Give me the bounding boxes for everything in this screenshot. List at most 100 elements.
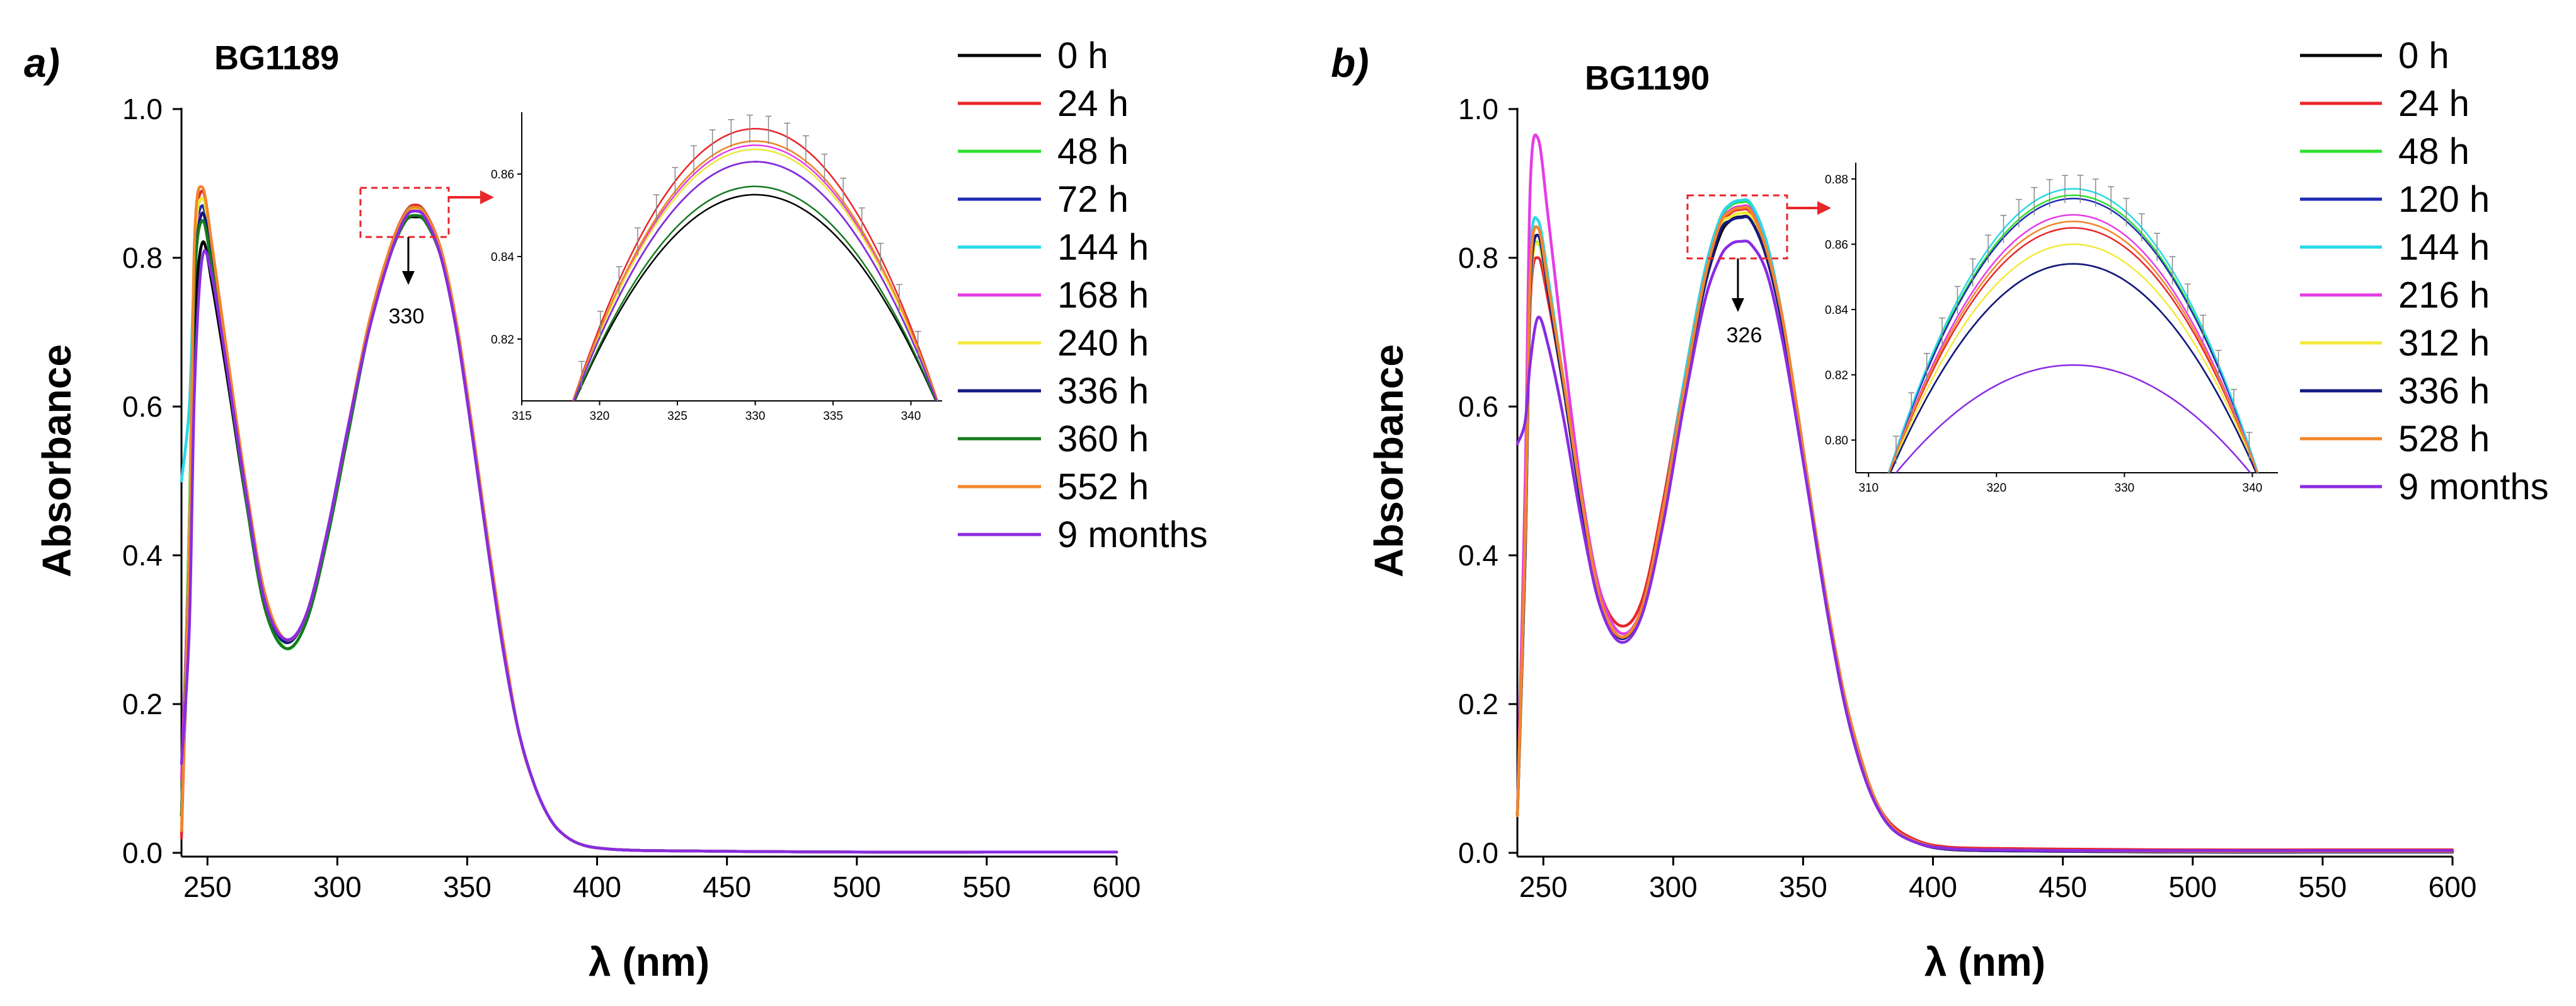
panel-label-a: a) [24,40,60,86]
zoom-arrow-head [480,190,494,204]
x-tick-label: 400 [573,870,621,903]
legend-label: 312 h [2398,323,2490,364]
legend-label: 48 h [1057,131,1129,172]
x-tick-label: 450 [703,870,751,903]
x-tick-label: 450 [2038,870,2087,903]
panel-a: a) BG1189 λ (nm) Absorbance 330 250 300 35… [24,35,1208,985]
legend-label: 216 h [2398,275,2490,316]
legend-label: 48 h [2398,131,2470,172]
inset-x-tick-label: 310 [1858,482,1878,495]
y-tick-label: 0.0 [122,836,163,869]
legend-label: 336 h [1057,371,1149,412]
x-tick-label: 500 [2168,870,2217,903]
legend-label: 9 months [1057,514,1208,555]
x-tick-label: 500 [832,870,881,903]
inset-series-line [1888,220,2258,473]
legend-label: 528 h [2398,419,2490,460]
inset-series-line [1887,188,2259,473]
inset-series-line [574,194,937,401]
x-axis-title-a: λ (nm) [589,939,710,985]
y-tick-label: 0.6 [122,390,163,423]
y-tick-label: 0.8 [122,241,163,274]
series-line [180,189,1118,854]
peak-arrow-head [1732,298,1744,312]
inset-y-tick-label: 0.80 [1825,434,1848,448]
legend-label: 336 h [2398,371,2490,412]
inset-series-line [572,127,939,401]
chart-title-a: BG1189 [214,39,339,77]
y-tick-label: 0.8 [1458,241,1498,274]
legend-label: 9 months [2398,466,2549,507]
inset-series-line [1888,214,2258,473]
series-line [1515,207,2454,852]
y-axis-title-b: Absorbance [1366,344,1412,577]
y-tick-label: 0.2 [122,688,163,720]
inset-y-tick-label: 0.84 [1825,304,1848,317]
panel-b: b) BG1190 λ (nm) Absorbance 326 250 300 35… [1331,35,2549,985]
inset-series-line [1888,227,2258,473]
inset-x-tick-label: 320 [1986,482,2006,495]
inset-series-line [1887,197,2259,473]
inset-y-tick-label: 0.82 [491,333,514,347]
x-tick-label: 250 [183,870,232,903]
series-line [1515,133,2454,853]
x-tick-label: 550 [2299,870,2347,903]
inset-series-line [573,161,938,401]
inset-series-line [1889,263,2257,473]
x-tick-label: 600 [1093,870,1141,903]
inset-y-tick-label: 0.88 [1825,173,1848,187]
inset-x-tick-label: 330 [2115,482,2135,495]
peak-annotation-b: 326 [1727,323,1762,347]
inset-plot [572,114,939,401]
legend-label: 168 h [1057,275,1149,316]
legend-label: 0 h [2398,35,2449,76]
x-tick-label: 550 [963,870,1011,903]
series-line [180,206,1118,854]
series-line [180,209,1118,854]
legend-label: 24 h [1057,83,1129,124]
inset-y-tick-label: 0.86 [491,168,514,182]
inset-x-tick-label: 320 [590,410,610,423]
peak-annotation-a: 330 [389,304,425,328]
series-line [1515,240,2454,852]
legend-label: 240 h [1057,323,1149,364]
x-tick-label: 300 [313,870,362,903]
zoom-box [1686,194,1788,260]
inset-y-tick-label: 0.84 [491,251,514,264]
x-tick-label: 600 [2429,870,2477,903]
inset-y-tick-label: 0.82 [1825,369,1848,383]
legend-label: 72 h [1057,179,1129,220]
peak-arrow-head [402,271,415,285]
inset-series-line [1889,263,2257,473]
legend-label: 144 h [2398,227,2490,268]
inset-x-tick-label: 340 [2243,482,2263,495]
inset-plot [1887,175,2259,473]
chart-title-b: BG1190 [1585,59,1710,97]
inset-series-line [1889,243,2258,473]
y-tick-label: 0.4 [122,539,163,572]
y-tick-label: 1.0 [1458,93,1498,125]
zoom-box [359,187,450,238]
zoom-arrow-head [1817,201,1831,215]
series-line [180,185,1118,854]
x-axis-title-b: λ (nm) [1924,939,2045,985]
legend-label: 24 h [2398,83,2470,124]
x-tick-label: 400 [1909,870,1957,903]
y-tick-label: 0.4 [1458,539,1498,572]
x-tick-label: 350 [443,870,492,903]
panel-label-b: b) [1331,40,1369,86]
legend-label: 144 h [1057,227,1149,268]
inset-x-tick-label: 340 [901,410,921,423]
y-tick-label: 1.0 [122,93,163,125]
legend-label: 120 h [2398,179,2490,220]
y-axis-title-a: Absorbance [34,344,79,577]
series-line [180,209,1118,854]
inset-y-tick-label: 0.86 [1825,238,1848,252]
y-tick-label: 0.2 [1458,688,1498,720]
x-tick-label: 300 [1649,870,1698,903]
inset-x-tick-label: 330 [745,410,766,423]
series-line [180,204,1118,854]
inset-x-tick-label: 315 [512,410,532,423]
inset-x-tick-label: 325 [667,410,687,423]
